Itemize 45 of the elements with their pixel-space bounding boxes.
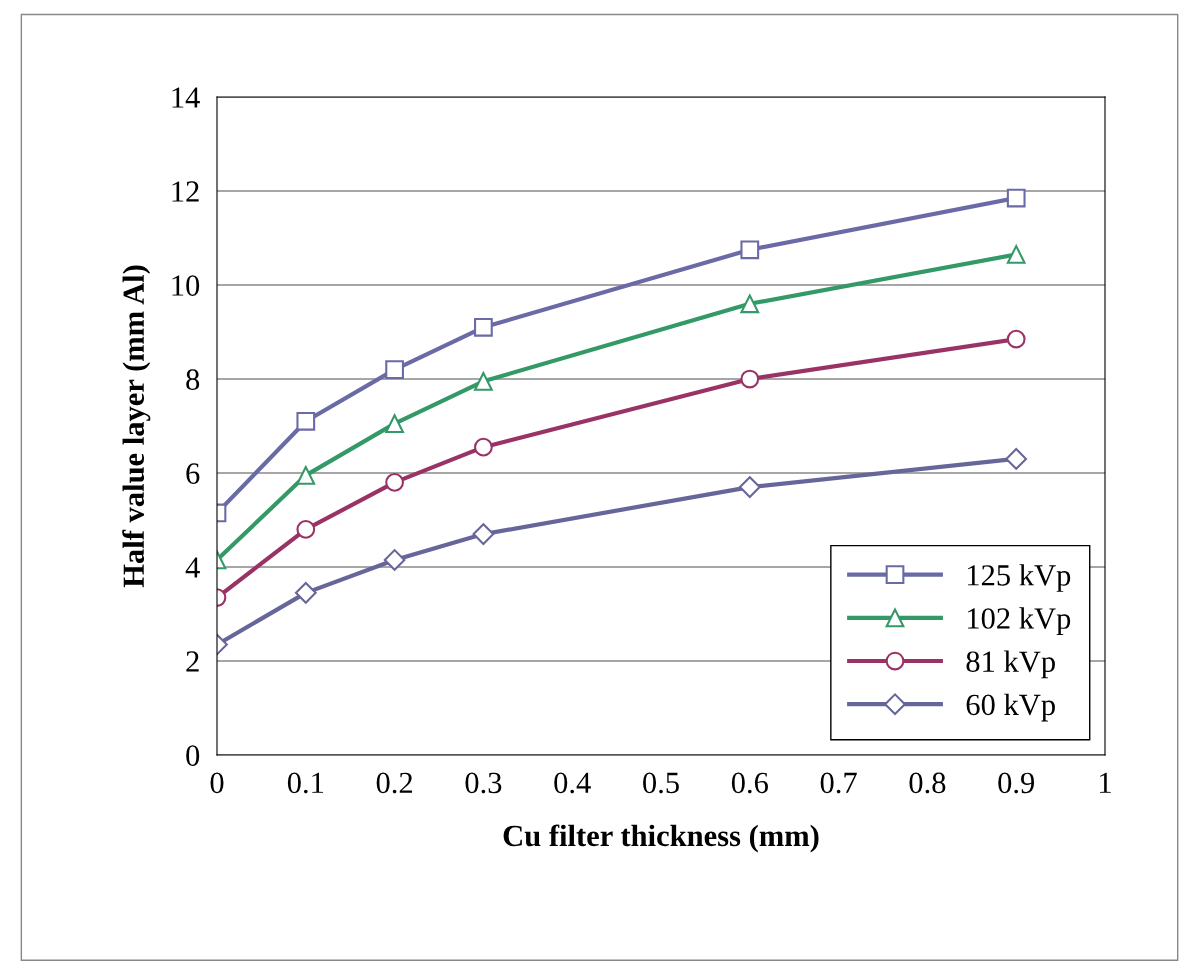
point — [738, 476, 761, 498]
y-tick-label: 6 — [186, 463, 200, 484]
y-tick-label: 14 — [172, 87, 200, 108]
y-tick-label: 10 — [172, 275, 200, 296]
point — [385, 473, 404, 492]
x-tick-label: 0.2 — [376, 772, 413, 794]
point — [474, 371, 493, 391]
point — [740, 294, 760, 314]
x-tick-label: 1 — [1100, 772, 1111, 793]
y-tick-label: 2 — [186, 651, 199, 672]
x-tick-label: 0 — [210, 772, 224, 794]
point — [294, 581, 317, 604]
x-tick-label: 0.6 — [731, 772, 768, 794]
point — [296, 411, 316, 431]
x-tick-label: 0.1 — [287, 772, 324, 794]
x-tick-label: 0.7 — [820, 772, 857, 794]
point — [1005, 448, 1028, 470]
y-tick-label: 12 — [172, 181, 199, 202]
point — [474, 437, 493, 457]
legend-label: 125 kVp — [967, 564, 1071, 592]
point — [296, 465, 316, 485]
point — [385, 360, 404, 379]
point — [740, 369, 760, 389]
legend-label: 81 kVp — [966, 650, 1055, 679]
y-axis-title: Half value layer (mm Al) — [122, 265, 151, 588]
point — [383, 549, 406, 571]
x-tick-label: 0.9 — [998, 772, 1035, 794]
x-tick-label: 0.3 — [465, 772, 502, 794]
point — [1006, 329, 1026, 349]
point — [472, 523, 495, 545]
legend-label: 60 kVp — [966, 693, 1055, 722]
y-tick-label: 4 — [185, 557, 200, 578]
point — [474, 317, 493, 337]
point — [740, 240, 760, 260]
x-tick-label: 0.5 — [643, 772, 679, 794]
point — [1006, 188, 1026, 208]
y-tick-label: 8 — [186, 369, 200, 390]
y-tick-label: 0 — [186, 745, 200, 766]
x-tick-label: 0.4 — [554, 772, 591, 794]
legend-label: 102 kVp — [967, 607, 1071, 636]
point — [385, 414, 404, 434]
x-axis-title: Cu filter thickness (mm) — [503, 824, 819, 853]
point — [296, 520, 316, 539]
x-tick-label: 0.8 — [909, 772, 946, 794]
point — [1006, 245, 1026, 264]
